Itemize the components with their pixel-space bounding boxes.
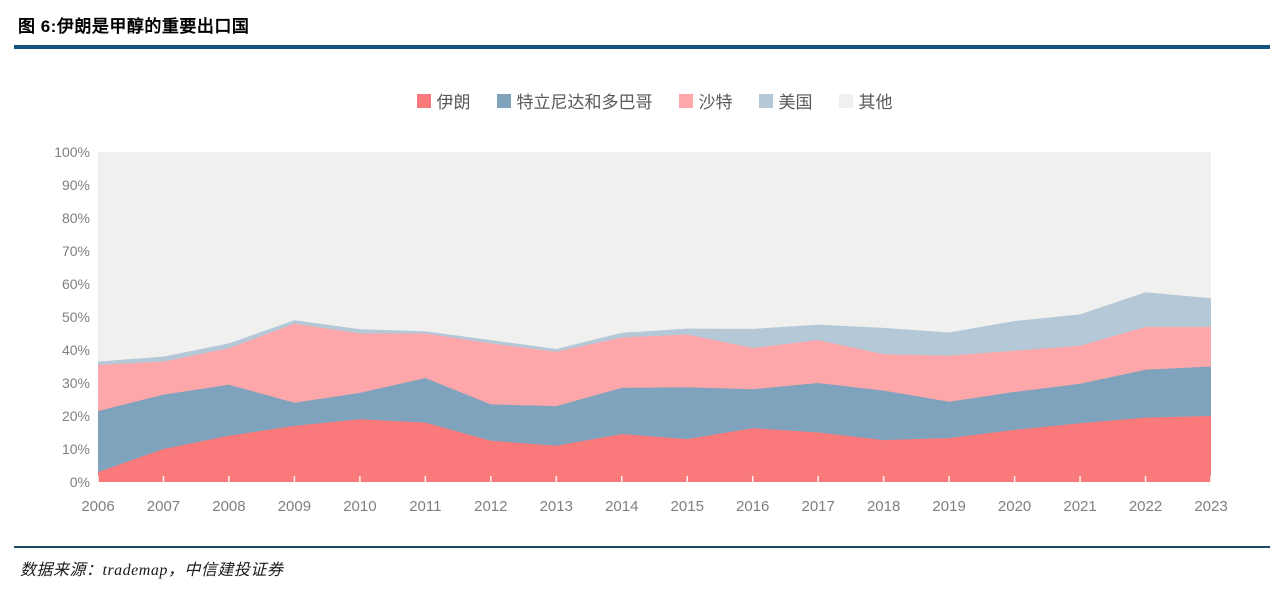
y-axis-label: 40% bbox=[61, 342, 90, 358]
y-axis-label: 50% bbox=[61, 309, 90, 325]
legend-label: 美国 bbox=[778, 93, 813, 112]
x-axis-label: 2022 bbox=[1128, 498, 1163, 515]
x-axis-label: 2019 bbox=[932, 498, 966, 515]
y-axis-label: 90% bbox=[61, 177, 90, 193]
legend-item-0: 伊朗 bbox=[416, 88, 471, 113]
legend-label: 沙特 bbox=[698, 93, 733, 112]
y-axis-label: 70% bbox=[61, 243, 90, 259]
figure-title: 图 6:伊朗是甲醇的重要出口国 bbox=[18, 17, 250, 36]
x-axis-label: 2013 bbox=[539, 498, 573, 515]
y-axis-label: 30% bbox=[61, 375, 90, 391]
legend-swatch-icon bbox=[758, 93, 773, 108]
legend-label: 特立尼达和多巴哥 bbox=[516, 93, 653, 112]
title-divider bbox=[14, 45, 1270, 49]
x-axis-label: 2014 bbox=[605, 498, 639, 515]
legend-label: 伊朗 bbox=[436, 93, 471, 112]
legend-item-3: 美国 bbox=[758, 88, 813, 113]
y-axis-label: 100% bbox=[54, 144, 90, 160]
x-axis-label: 2012 bbox=[474, 498, 508, 515]
x-axis-label: 2020 bbox=[997, 498, 1032, 515]
x-axis-label: 2015 bbox=[670, 498, 704, 515]
legend-swatch-icon bbox=[838, 93, 853, 108]
y-axis-label: 0% bbox=[69, 474, 90, 490]
footer-divider bbox=[14, 546, 1270, 548]
y-axis-label: 10% bbox=[61, 441, 90, 457]
legend-label: 其他 bbox=[858, 93, 893, 112]
x-axis-label: 2017 bbox=[801, 498, 835, 515]
legend-item-4: 其他 bbox=[838, 88, 893, 113]
chart-legend: 伊朗 特立尼达和多巴哥 沙特 美国 其他 bbox=[98, 88, 1211, 113]
x-axis-label: 2023 bbox=[1194, 498, 1228, 515]
legend-swatch-icon bbox=[496, 93, 511, 108]
y-axis-label: 20% bbox=[61, 408, 90, 424]
x-axis-label: 2018 bbox=[866, 498, 901, 515]
legend-swatch-icon bbox=[678, 93, 693, 108]
y-axis-label: 80% bbox=[61, 210, 90, 226]
stacked-area-chart bbox=[98, 152, 1211, 482]
legend-swatch-icon bbox=[416, 93, 431, 108]
y-axis-label: 60% bbox=[61, 276, 90, 292]
legend-item-2: 沙特 bbox=[678, 88, 733, 113]
legend-item-1: 特立尼达和多巴哥 bbox=[496, 88, 653, 113]
x-axis-label: 2009 bbox=[277, 498, 312, 515]
x-axis-label: 2007 bbox=[146, 498, 181, 515]
x-axis-label: 2011 bbox=[409, 498, 442, 515]
x-axis-label: 2006 bbox=[81, 498, 115, 515]
x-axis-label: 2021 bbox=[1063, 498, 1097, 515]
area-series-伊朗 bbox=[98, 416, 1211, 482]
x-axis-label: 2008 bbox=[212, 498, 246, 515]
data-source: 数据来源：trademap，中信建投证券 bbox=[20, 562, 284, 579]
x-axis-label: 2016 bbox=[736, 498, 770, 515]
x-axis-label: 2010 bbox=[343, 498, 377, 515]
